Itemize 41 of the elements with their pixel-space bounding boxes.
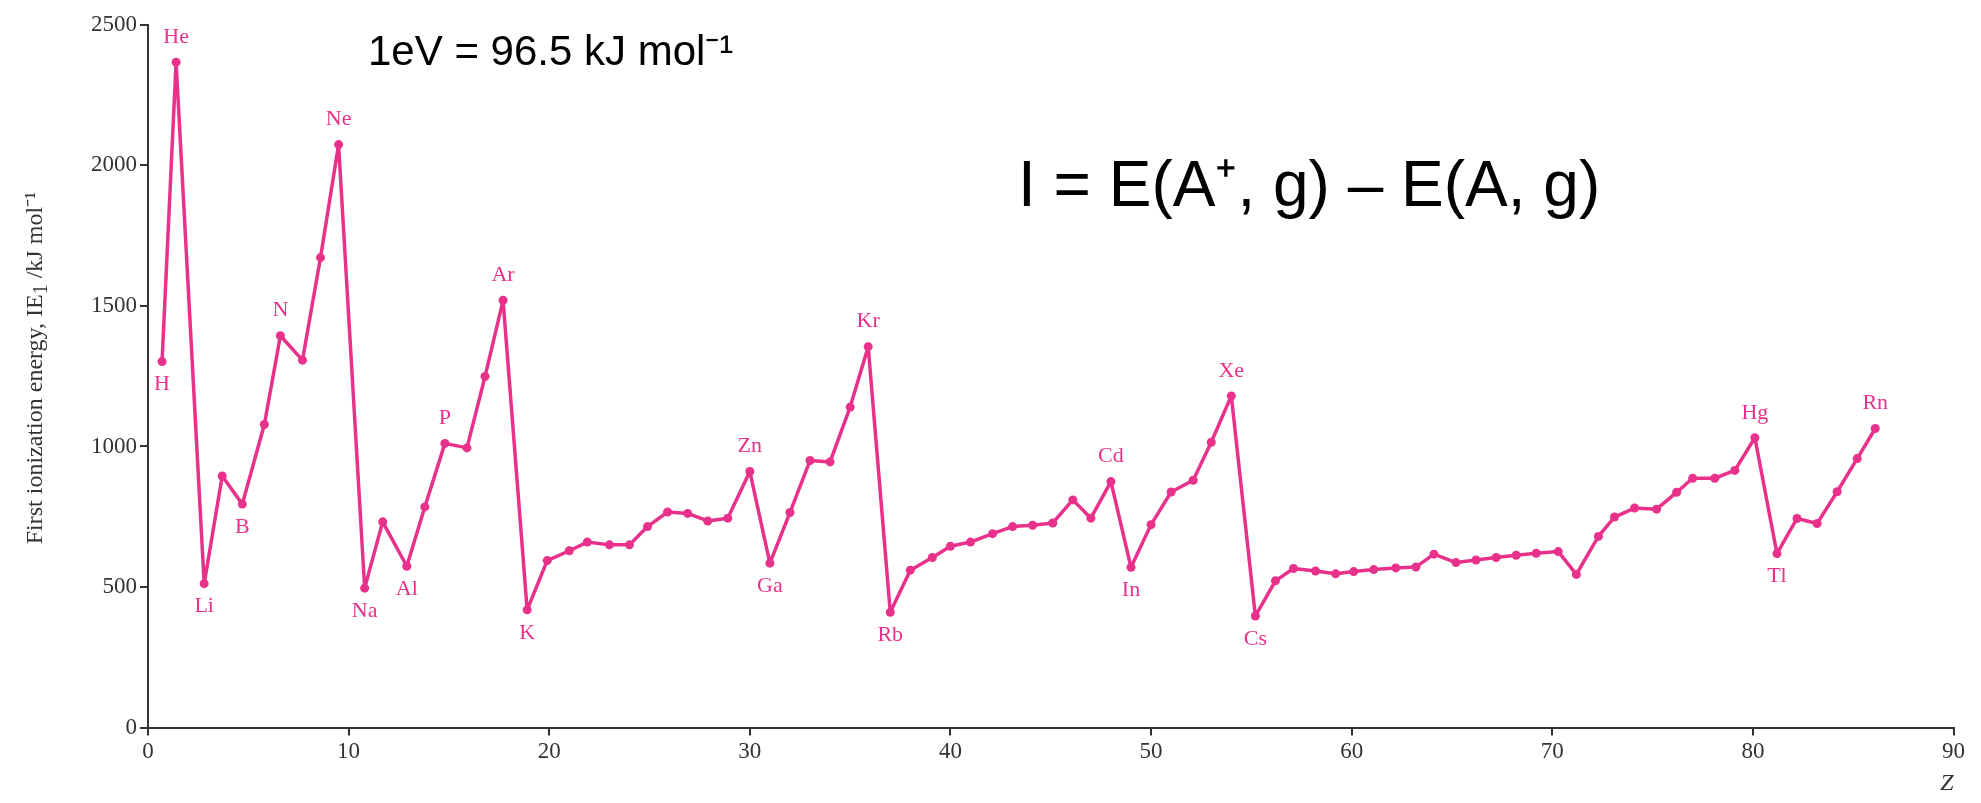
x-tick-label: 80 bbox=[1741, 738, 1765, 764]
annotation: I = E(A⁺, g) – E(A, g) bbox=[1018, 147, 1601, 222]
x-tick-label: 10 bbox=[337, 738, 361, 764]
annotation: Ne bbox=[325, 105, 352, 131]
annotation: 1eV = 96.5 kJ mol⁻¹ bbox=[368, 26, 734, 76]
y-tick-label: 500 bbox=[102, 573, 137, 599]
annotation: Li bbox=[194, 592, 214, 618]
x-tick-label: 50 bbox=[1139, 738, 1163, 764]
annotation: Ar bbox=[491, 261, 516, 287]
x-tick-label: 30 bbox=[738, 738, 762, 764]
annotation: B bbox=[234, 512, 250, 538]
annotation: Kr bbox=[856, 307, 881, 333]
annotation: Ga bbox=[757, 571, 783, 597]
y-tick-label: 2500 bbox=[91, 10, 137, 36]
x-tick-label: 90 bbox=[1942, 738, 1965, 764]
annotation: Zn bbox=[737, 432, 763, 458]
annotation: P bbox=[438, 404, 452, 430]
annotation: In bbox=[1121, 576, 1141, 602]
annotation: Cd bbox=[1098, 442, 1124, 468]
annotation: K bbox=[519, 618, 536, 644]
x-tick-label: 20 bbox=[537, 738, 561, 764]
annotation: Tl bbox=[1767, 562, 1787, 588]
annotation: H bbox=[154, 370, 171, 396]
annotation: N bbox=[272, 296, 289, 322]
x-tick-label: 60 bbox=[1340, 738, 1364, 764]
y-tick-label: 2000 bbox=[91, 151, 137, 177]
y-tick-label: 0 bbox=[125, 713, 137, 739]
annotation: Hg bbox=[1741, 398, 1769, 424]
x-axis-title: Z bbox=[1940, 768, 1955, 795]
y-tick-label: 1500 bbox=[91, 291, 137, 317]
x-tick-label: 40 bbox=[938, 738, 962, 764]
annotation: Cs bbox=[1243, 624, 1267, 650]
annotation: Al bbox=[395, 575, 418, 601]
annotation: Rb bbox=[877, 621, 904, 647]
annotation: Xe bbox=[1218, 356, 1245, 382]
annotation: He bbox=[163, 22, 189, 48]
x-tick-label: 0 bbox=[142, 738, 154, 764]
x-tick-label: 70 bbox=[1540, 738, 1564, 764]
y-tick-label: 1000 bbox=[91, 432, 137, 458]
annotation: Rn bbox=[1862, 389, 1889, 415]
annotation: Na bbox=[351, 596, 378, 622]
